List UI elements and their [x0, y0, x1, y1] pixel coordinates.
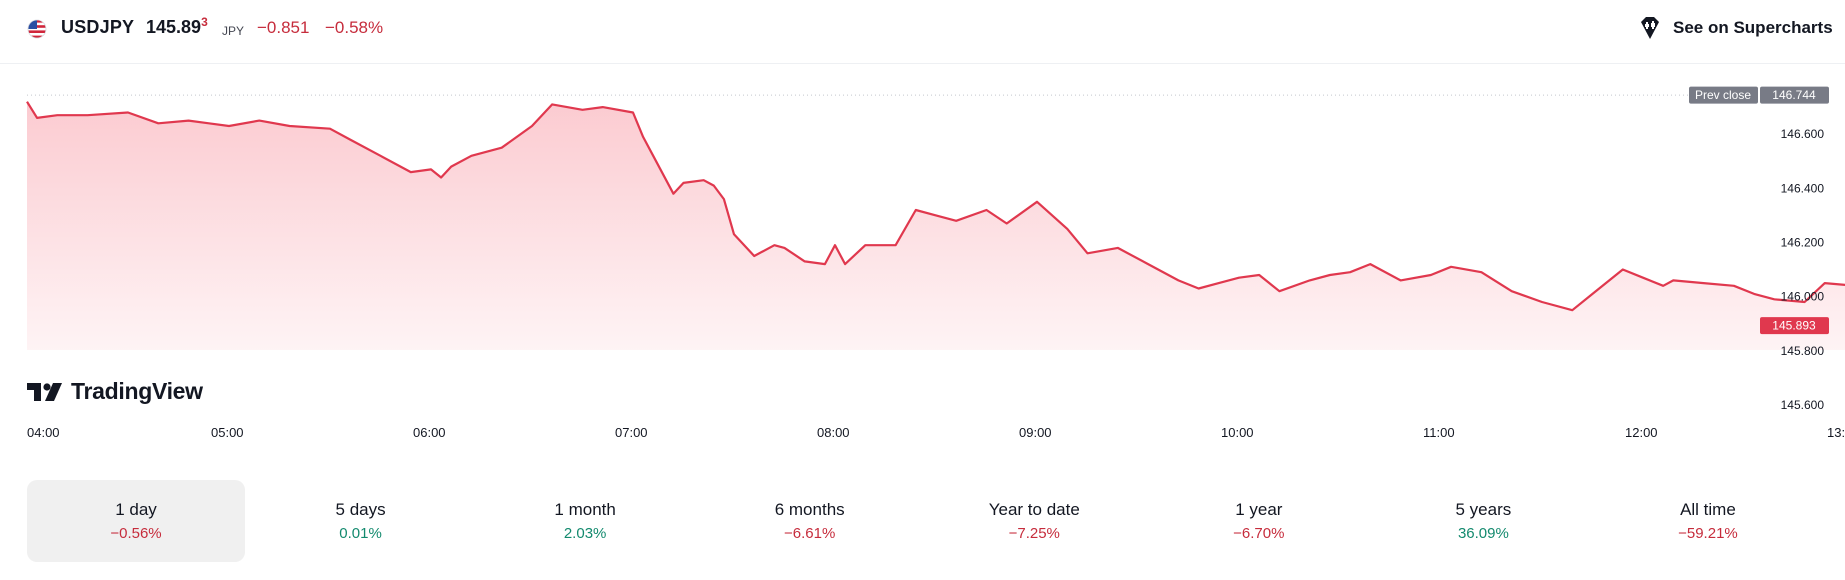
period-change: −7.25%: [1008, 525, 1060, 542]
period-label: 1 month: [554, 500, 616, 519]
period-change: −6.61%: [784, 525, 836, 542]
y-tick-label: 146.200: [1781, 235, 1825, 249]
symbol-header: USDJPY 145.893 JPY −0.851 −0.58% See on …: [0, 0, 1845, 64]
x-tick-label: 06:00: [413, 425, 446, 440]
price-main: 145.89: [146, 17, 202, 37]
y-axis: 145.600 145.800 146.000 146.200 146.400 146.6…: [1781, 127, 1825, 412]
period-tab-6-months[interactable]: 6 months −6.61%: [701, 480, 919, 562]
period-tab-1-year[interactable]: 1 year −6.70%: [1150, 480, 1368, 562]
see-on-supercharts-link[interactable]: See on Supercharts: [1635, 12, 1845, 44]
period-label: 6 months: [774, 500, 845, 519]
x-tick-label: 10:00: [1221, 425, 1254, 440]
period-change: 36.09%: [1457, 525, 1509, 542]
period-label: 5 days: [335, 500, 386, 519]
price-change: −0.851: [257, 18, 310, 37]
prev-close-label-box: [1689, 86, 1758, 104]
price-line: [26, 101, 1845, 312]
period-change: 0.01%: [339, 525, 382, 542]
period-label: 1 year: [1235, 500, 1283, 519]
period-tab-1-month[interactable]: 1 month 2.03%: [476, 480, 694, 562]
y-tick-label: 145.800: [1781, 344, 1825, 358]
period-tabs: 1 day −0.56% 5 days 0.01% 1 month 2.03% …: [27, 480, 1817, 562]
prev-close-value: 146.744: [1772, 88, 1816, 102]
tradingview-logo-icon: [27, 382, 62, 401]
tradingview-logo[interactable]: TradingView: [27, 378, 203, 405]
x-tick-label: 04:00: [27, 425, 60, 440]
period-tab-1-day[interactable]: 1 day −0.56%: [27, 480, 245, 562]
currency-label: JPY: [222, 24, 245, 38]
x-tick-label: 08:00: [817, 425, 850, 440]
last-price-box: [1760, 317, 1829, 335]
last-price: 145.893: [146, 15, 208, 38]
price-chart[interactable]: 145.600 145.800 146.000 146.200 146.400 146.6…: [0, 80, 1845, 450]
period-tab-all-time[interactable]: All time −59.21%: [1599, 480, 1817, 562]
price-change-percent: −0.58%: [325, 18, 384, 37]
supercharts-label: See on Supercharts: [1673, 18, 1833, 37]
period-tab-year-to-date[interactable]: Year to date −7.25%: [925, 480, 1143, 562]
price-area-fill: [27, 101, 1845, 350]
y-tick-label: 146.400: [1781, 181, 1825, 195]
y-tick-label: 146.000: [1781, 290, 1825, 304]
us-flag-icon: [27, 19, 47, 39]
y-tick-label: 146.600: [1781, 127, 1825, 141]
last-price-badge: 145.893: [1760, 317, 1829, 335]
supercharts-diamond-icon: [1641, 17, 1659, 39]
period-label: 5 years: [1455, 500, 1512, 519]
period-tab-5-years[interactable]: 5 years 36.09%: [1374, 480, 1592, 562]
x-tick-label: 07:00: [615, 425, 648, 440]
period-change: −0.56%: [110, 525, 162, 542]
last-price-label: 145.893: [1772, 319, 1816, 333]
symbol-name[interactable]: USDJPY: [61, 17, 135, 37]
x-tick-label: 12:00: [1625, 425, 1658, 440]
price-superscript: 3: [201, 15, 208, 29]
prev-close-label: Prev close: [1695, 88, 1751, 102]
x-tick-label: 13:00: [1827, 425, 1845, 440]
period-tab-5-days[interactable]: 5 days 0.01%: [252, 480, 470, 562]
y-tick-label: 145.600: [1781, 398, 1825, 412]
price-chart-svg: 145.600 145.800 146.000 146.200 146.400 146.6…: [26, 86, 1845, 440]
x-tick-label: 05:00: [211, 425, 244, 440]
period-change: 2.03%: [563, 525, 607, 542]
period-label: All time: [1680, 500, 1736, 519]
prev-close-value-box: [1760, 86, 1829, 104]
period-change: −6.70%: [1233, 525, 1285, 542]
period-label: Year to date: [988, 500, 1080, 519]
x-axis: 04:00 05:00 06:00 07:00 08:00 09:00 10:00 11:00…: [27, 425, 1845, 440]
period-label: 1 day: [115, 500, 157, 519]
tradingview-wordmark: TradingView: [71, 378, 203, 404]
period-change: −59.21%: [1678, 525, 1738, 542]
prev-close-badge: Prev close 146.744: [1689, 86, 1829, 104]
x-tick-label: 09:00: [1019, 425, 1052, 440]
x-tick-label: 11:00: [1423, 425, 1455, 440]
